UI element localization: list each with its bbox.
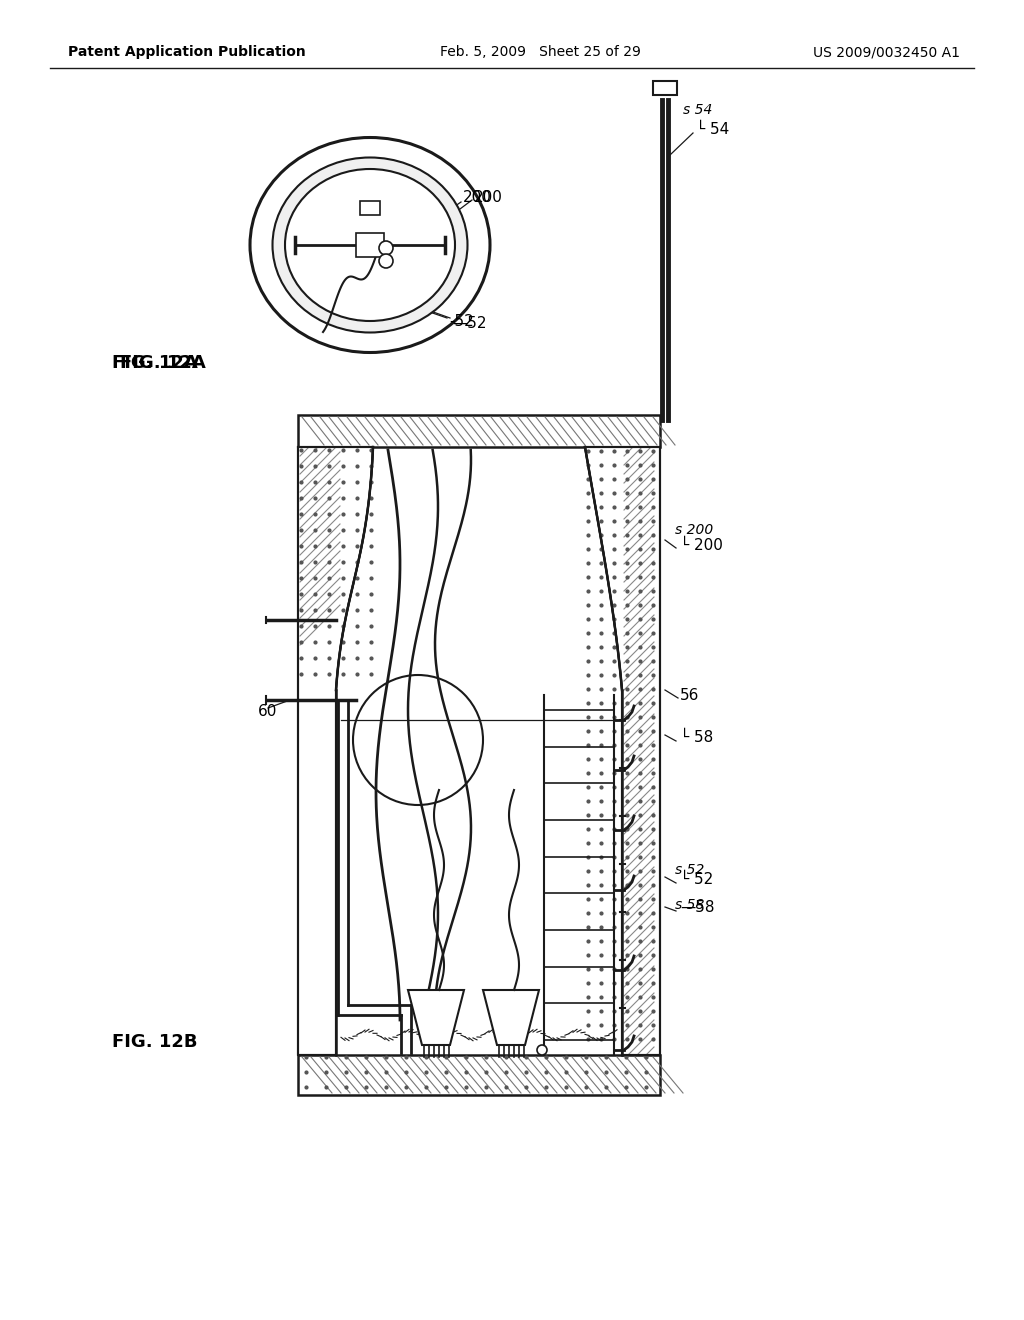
Polygon shape — [483, 990, 539, 1045]
Text: └ 52: └ 52 — [680, 873, 714, 887]
Circle shape — [353, 675, 483, 805]
Text: Feb. 5, 2009   Sheet 25 of 29: Feb. 5, 2009 Sheet 25 of 29 — [440, 45, 641, 59]
Polygon shape — [298, 414, 660, 447]
Bar — [360, 201, 380, 215]
Text: 56: 56 — [680, 688, 699, 702]
Text: -52: -52 — [449, 314, 474, 330]
Polygon shape — [298, 1055, 660, 1096]
Text: US 2009/0032450 A1: US 2009/0032450 A1 — [813, 45, 961, 59]
Circle shape — [379, 242, 393, 255]
Text: —58: —58 — [680, 900, 715, 916]
Text: s 58: s 58 — [675, 898, 705, 912]
Text: s 52: s 52 — [675, 863, 705, 876]
Text: s 54: s 54 — [683, 103, 713, 117]
Circle shape — [379, 253, 393, 268]
Text: └ 54: └ 54 — [696, 123, 729, 137]
Text: 200: 200 — [463, 190, 492, 206]
Text: —52: —52 — [452, 315, 486, 330]
Text: FIG. 12A: FIG. 12A — [112, 354, 198, 372]
Ellipse shape — [285, 169, 455, 321]
Text: 60: 60 — [258, 705, 278, 719]
Bar — [356, 234, 384, 257]
Text: FIG. 12B: FIG. 12B — [112, 1034, 198, 1051]
Circle shape — [537, 1045, 547, 1055]
Text: └ 200: └ 200 — [680, 537, 723, 553]
Text: s 200: s 200 — [675, 523, 714, 537]
Text: └ 58: └ 58 — [680, 730, 714, 746]
Text: FIG. 12A: FIG. 12A — [120, 354, 206, 372]
Ellipse shape — [272, 157, 468, 333]
Polygon shape — [585, 447, 660, 1055]
Polygon shape — [298, 447, 373, 1055]
Text: 200: 200 — [474, 190, 503, 205]
Polygon shape — [408, 990, 464, 1045]
Bar — [653, 81, 677, 95]
Text: Patent Application Publication: Patent Application Publication — [68, 45, 306, 59]
